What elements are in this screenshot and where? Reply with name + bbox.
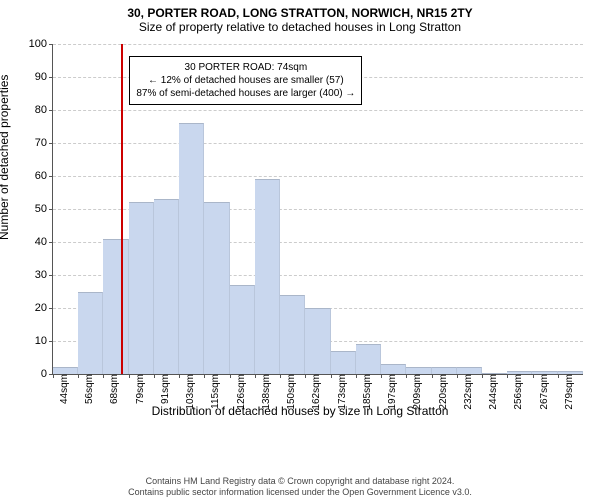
bar [53,367,78,374]
bar [179,123,204,374]
y-axis-label: Number of detached properties [0,75,11,240]
x-tick-mark [406,374,407,378]
bar [558,371,583,374]
bar [78,292,103,375]
x-tick-mark [381,374,382,378]
y-tick-label: 50 [35,203,53,215]
reference-line [121,44,123,374]
x-tick-label: 91sqm [158,374,171,404]
x-tick-mark [103,374,104,378]
annotation-line-2: ← 12% of detached houses are smaller (57… [136,74,355,87]
x-tick-mark [482,374,483,378]
bar [103,239,128,374]
y-tick-label: 40 [35,236,53,248]
y-tick-label: 20 [35,302,53,314]
y-tick-label: 70 [35,137,53,149]
page-title: 30, PORTER ROAD, LONG STRATTON, NORWICH,… [0,6,600,20]
x-tick-mark [154,374,155,378]
bar [457,367,482,374]
x-tick-label: 68sqm [107,374,120,404]
footer: Contains HM Land Registry data © Crown c… [0,476,600,499]
bar [356,344,381,374]
x-tick-mark [280,374,281,378]
y-tick-label: 80 [35,104,53,116]
x-tick-label: 44sqm [57,374,70,404]
page-subtitle: Size of property relative to detached ho… [0,20,600,34]
x-tick-label: 56sqm [82,374,95,404]
annotation-box: 30 PORTER ROAD: 74sqm ← 12% of detached … [129,56,362,105]
bar [230,285,255,374]
bar [432,367,457,374]
x-tick-mark [204,374,205,378]
x-axis-label: Distribution of detached houses by size … [0,404,600,418]
x-tick-mark [255,374,256,378]
bar [280,295,305,374]
y-tick-label: 60 [35,170,53,182]
y-tick-label: 90 [35,71,53,83]
x-tick-mark [356,374,357,378]
y-tick-label: 30 [35,269,53,281]
chart-container: Number of detached properties 30 PORTER … [0,40,600,440]
x-tick-label: 79sqm [133,374,146,404]
y-tick-label: 10 [35,335,53,347]
x-tick-mark [179,374,180,378]
y-tick-label: 0 [41,368,53,380]
x-tick-mark [78,374,79,378]
x-tick-mark [305,374,306,378]
annotation-line-1: 30 PORTER ROAD: 74sqm [136,61,355,74]
x-tick-mark [533,374,534,378]
bar [482,373,507,374]
bar [204,202,229,374]
x-tick-mark [53,374,54,378]
bar [406,367,431,374]
footer-line-2: Contains public sector information licen… [0,487,600,498]
x-tick-mark [507,374,508,378]
bar [305,308,330,374]
plot-area: 30 PORTER ROAD: 74sqm ← 12% of detached … [52,44,583,375]
x-tick-mark [432,374,433,378]
bar [129,202,154,374]
bar [507,371,532,374]
x-tick-mark [457,374,458,378]
annotation-line-3: 87% of semi-detached houses are larger (… [136,87,355,100]
footer-line-1: Contains HM Land Registry data © Crown c… [0,476,600,487]
bar [331,351,356,374]
x-tick-mark [558,374,559,378]
bar [381,364,406,374]
bar [154,199,179,374]
bar [532,371,557,374]
x-tick-mark [129,374,130,378]
x-tick-mark [230,374,231,378]
x-tick-mark [331,374,332,378]
bar [255,179,280,374]
y-tick-label: 100 [29,38,53,50]
